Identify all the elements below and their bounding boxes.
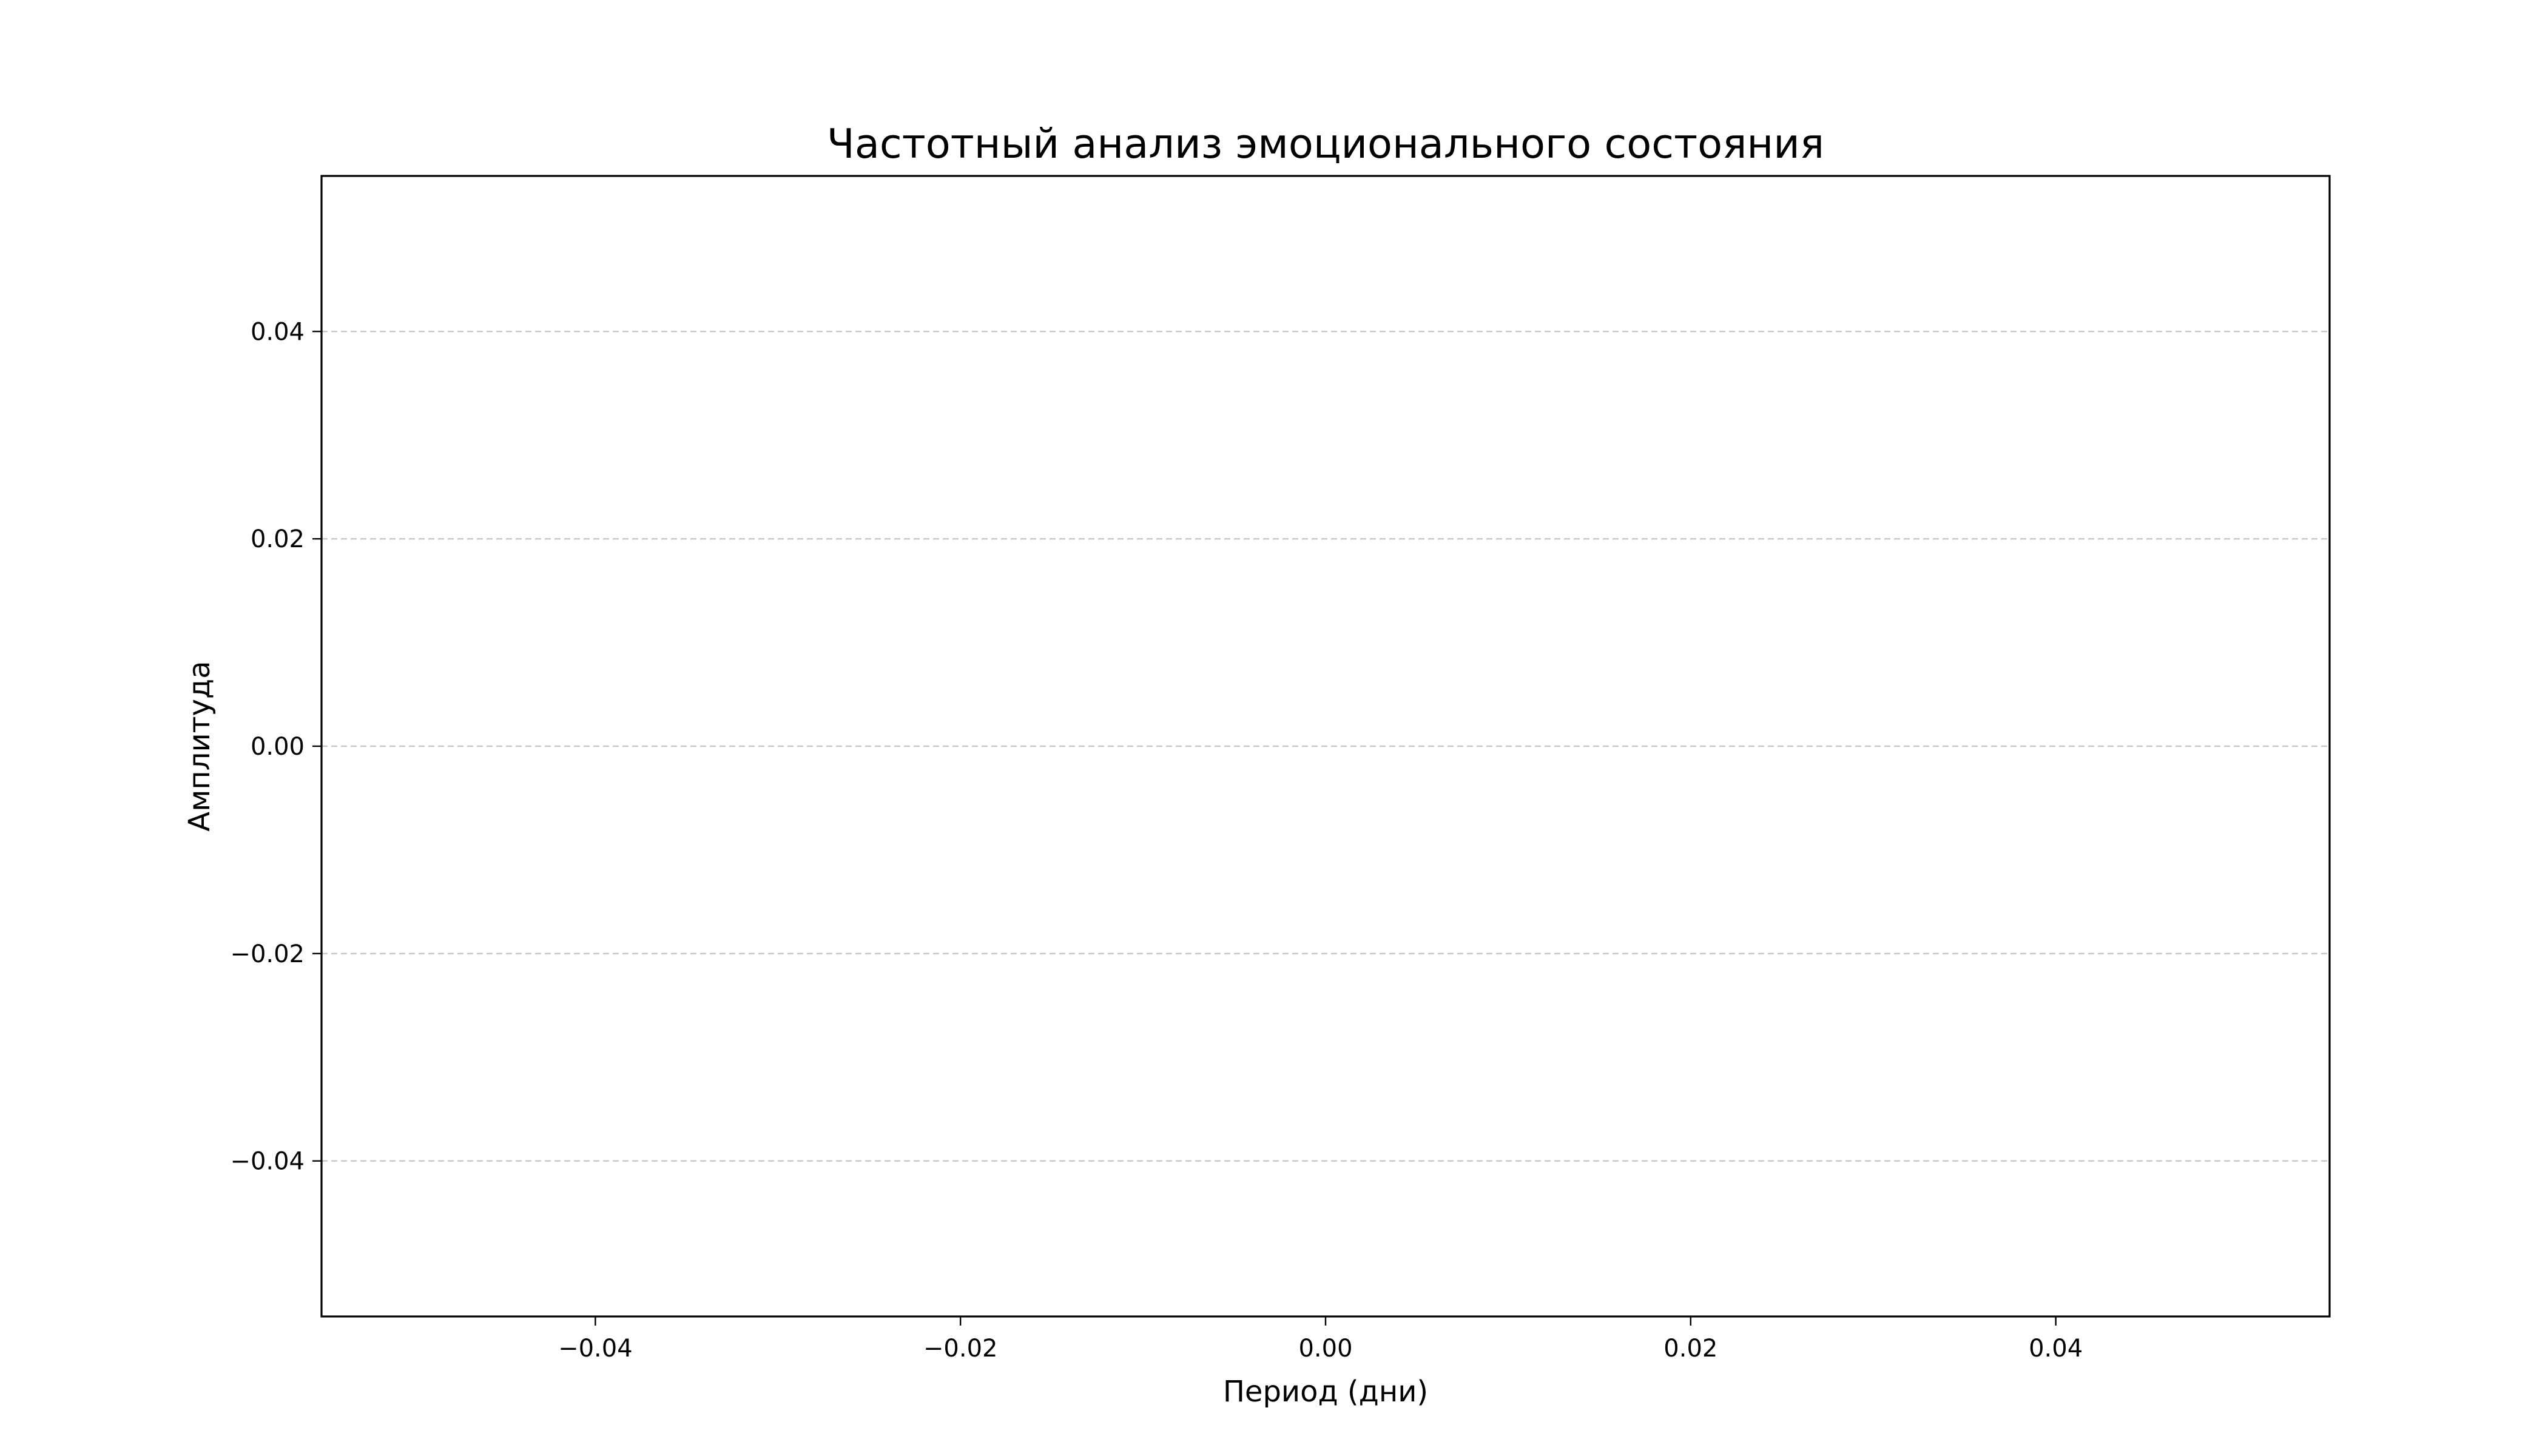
y-tick-label: 0.00 [251, 733, 305, 761]
y-gridlines [322, 331, 2330, 1162]
x-axis-ticks: −0.04 −0.02 0.00 0.02 0.04 [558, 1316, 2083, 1363]
x-tick-label: 0.02 [1663, 1335, 1717, 1363]
x-tick-label: 0.00 [1298, 1335, 1352, 1363]
y-tick-label: 0.04 [251, 318, 305, 346]
x-tick-label: 0.04 [2029, 1335, 2083, 1363]
y-tick-label: −0.02 [230, 940, 305, 968]
chart-title: Частотный анализ эмоционального состояни… [827, 120, 1824, 167]
x-axis-label: Период (дни) [1223, 1375, 1428, 1409]
y-tick-label: −0.04 [230, 1148, 305, 1176]
y-axis-label: Амплитуда [183, 661, 217, 831]
y-tick-label: 0.02 [251, 525, 305, 553]
x-tick-label: −0.02 [923, 1335, 998, 1363]
y-axis-ticks: −0.04 −0.02 0.00 0.02 0.04 [230, 318, 322, 1176]
x-tick-label: −0.04 [558, 1335, 633, 1363]
